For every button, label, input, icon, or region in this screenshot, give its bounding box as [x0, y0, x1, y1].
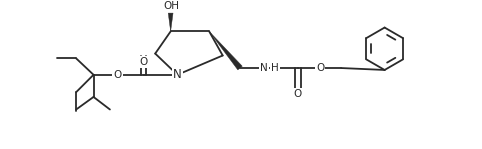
- Polygon shape: [209, 31, 242, 70]
- Text: O: O: [113, 70, 122, 80]
- Polygon shape: [168, 13, 173, 31]
- Text: O: O: [139, 57, 148, 67]
- Text: O: O: [294, 89, 302, 99]
- Text: O: O: [316, 63, 324, 73]
- Text: OH: OH: [163, 1, 180, 11]
- Text: H: H: [271, 63, 279, 73]
- Text: N: N: [173, 68, 182, 81]
- Text: N: N: [260, 63, 268, 73]
